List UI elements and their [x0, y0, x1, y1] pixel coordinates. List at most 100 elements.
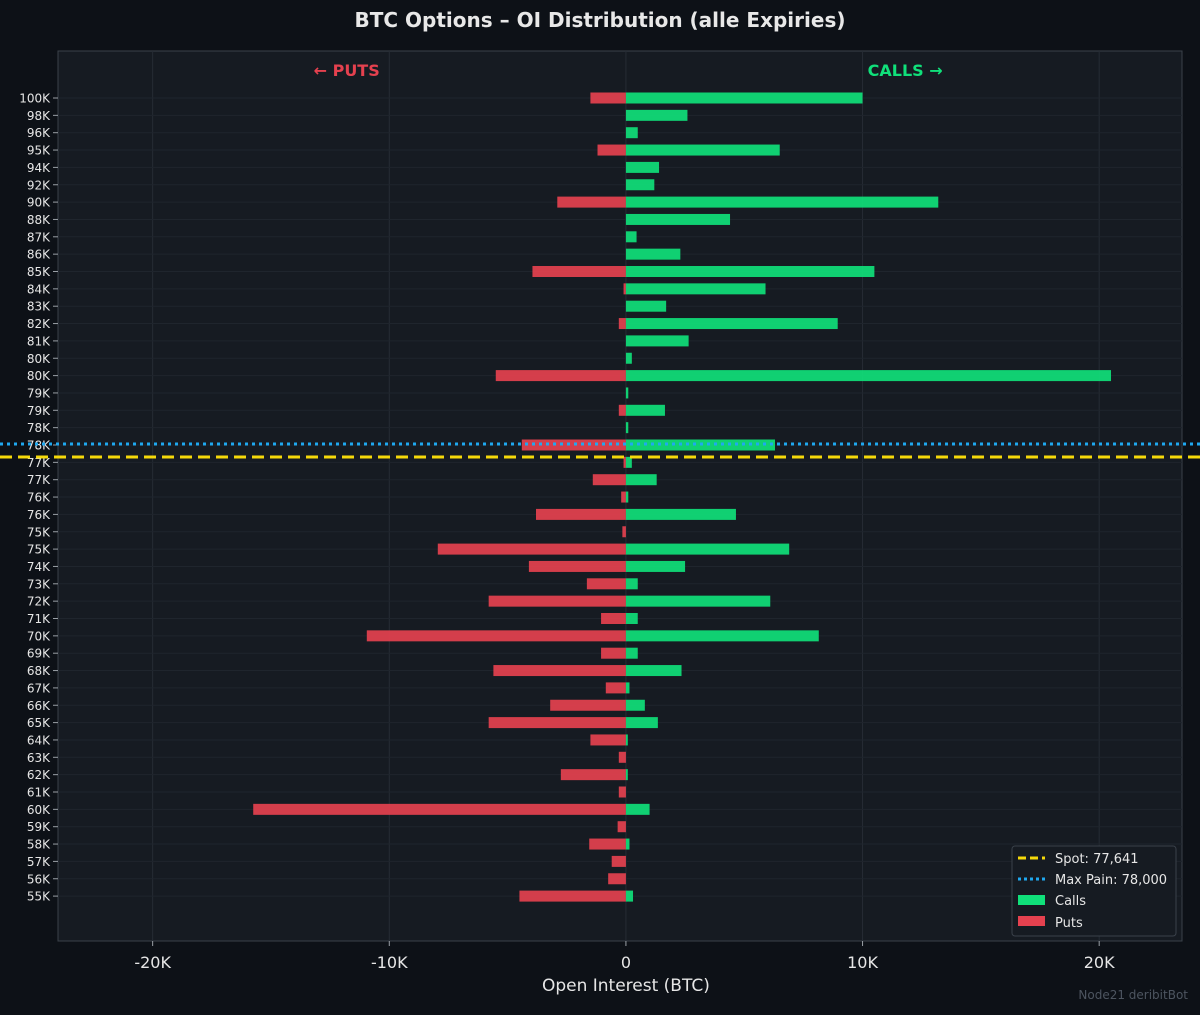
y-tick-label: 78K: [27, 439, 51, 453]
calls-bar: [625, 682, 630, 694]
y-tick-label: 98K: [27, 109, 51, 123]
y-tick-label: 62K: [27, 768, 51, 782]
calls-bar: [625, 404, 665, 416]
calls-bar: [625, 647, 638, 659]
puts-bar: [528, 560, 626, 572]
credit-watermark: Node21 deribitBot: [1078, 988, 1188, 1002]
y-tick-label: 85K: [27, 265, 51, 279]
x-tick-label: -20K: [134, 953, 171, 972]
y-tick-label: 90K: [27, 196, 51, 210]
chart-title: BTC Options – OI Distribution (alle Expi…: [354, 8, 846, 32]
calls-bar: [625, 578, 638, 590]
calls-bar: [625, 838, 630, 850]
y-tick-label: 100K: [19, 92, 51, 106]
calls-bar: [625, 491, 629, 503]
calls-bar: [625, 717, 658, 729]
puts-bar: [618, 751, 626, 763]
calls-bar: [625, 300, 667, 312]
x-tick-label: 10K: [847, 953, 878, 972]
puts-bar: [597, 144, 626, 156]
puts-bar: [532, 266, 626, 277]
calls-bar: [625, 543, 790, 555]
puts-bar: [590, 92, 626, 104]
y-tick-label: 59K: [27, 820, 51, 834]
y-tick-label: 77K: [27, 456, 51, 470]
y-tick-label: 57K: [27, 855, 51, 869]
puts-bar: [611, 855, 626, 867]
y-tick-label: 75K: [27, 525, 51, 539]
puts-bar: [519, 890, 626, 902]
puts-bar: [550, 699, 626, 711]
y-tick-label: 92K: [27, 178, 51, 192]
y-tick-label: 76K: [27, 491, 51, 505]
puts-bar: [495, 370, 626, 382]
y-tick-label: 87K: [27, 230, 51, 244]
y-tick-label: 95K: [27, 144, 51, 158]
y-tick-label: 82K: [27, 317, 51, 331]
calls-bar: [625, 92, 863, 104]
calls-bar: [625, 352, 632, 364]
puts-bar: [623, 456, 626, 468]
calls-bar: [625, 127, 638, 139]
puts-bar: [622, 526, 626, 538]
y-tick-label: 96K: [27, 126, 51, 140]
y-tick-label: 65K: [27, 716, 51, 730]
calls-annotation: CALLS →: [868, 61, 943, 80]
puts-bar: [535, 508, 626, 520]
calls-bar: [625, 196, 939, 208]
puts-bar: [623, 283, 626, 295]
calls-bar: [625, 387, 629, 399]
legend-calls-label: Calls: [1055, 894, 1086, 909]
y-tick-label: 70K: [27, 629, 51, 643]
y-tick-label: 86K: [27, 248, 51, 262]
puts-bar: [366, 630, 626, 642]
reference-lines: [0, 442, 1200, 459]
y-tick-label: 58K: [27, 838, 51, 852]
legend-spot-label: Spot: 77,641: [1055, 852, 1139, 867]
y-tick-label: 73K: [27, 577, 51, 591]
calls-bar: [625, 769, 628, 781]
y-tick-label: 75K: [27, 543, 51, 557]
bars: [253, 92, 1112, 902]
calls-bar: [625, 665, 682, 677]
calls-bar: [625, 335, 689, 347]
legend-maxpain-label: Max Pain: 78,000: [1055, 873, 1167, 888]
x-tick-label: 0: [621, 953, 631, 972]
y-tick-labels: 100K 98K 96K 95K 94K 92K 90K 88K 87K 86K 85K 84K 83K…: [19, 92, 58, 904]
puts-bar: [618, 786, 626, 798]
y-tick-label: 68K: [27, 664, 51, 678]
x-tick-label: 20K: [1084, 953, 1115, 972]
puts-bar: [253, 803, 626, 815]
puts-bar: [488, 717, 626, 729]
y-tick-label: 67K: [27, 681, 51, 695]
legend-box: [1011, 845, 1177, 937]
calls-bar: [625, 213, 731, 225]
y-tick-label: 71K: [27, 612, 51, 626]
y-tick-label: 80K: [27, 369, 51, 383]
puts-bar: [521, 439, 626, 451]
puts-bar: [605, 682, 626, 694]
calls-bar: [625, 560, 686, 572]
puts-bar: [608, 873, 626, 885]
calls-bar: [625, 613, 638, 624]
calls-bar: [625, 179, 655, 191]
calls-bar: [625, 144, 780, 156]
calls-bar: [625, 161, 660, 173]
calls-bar: [625, 248, 681, 260]
calls-bar: [625, 266, 875, 277]
y-tick-label: 88K: [27, 213, 51, 227]
x-tick-label: -10K: [371, 953, 408, 972]
y-tick-label: 74K: [27, 560, 51, 574]
y-tick-label: 80K: [27, 352, 51, 366]
calls-bar: [625, 508, 736, 520]
puts-bar: [617, 821, 626, 833]
y-tick-label: 84K: [27, 282, 51, 296]
y-tick-label: 66K: [27, 699, 51, 713]
x-tick-labels: -20K -10K 0 10K 20K: [134, 941, 1115, 972]
puts-bar: [586, 578, 626, 590]
calls-bar: [625, 318, 838, 330]
y-tick-label: 83K: [27, 300, 51, 314]
puts-bar: [437, 543, 626, 555]
calls-bar: [625, 699, 645, 711]
legend-calls-swatch: [1018, 895, 1045, 905]
